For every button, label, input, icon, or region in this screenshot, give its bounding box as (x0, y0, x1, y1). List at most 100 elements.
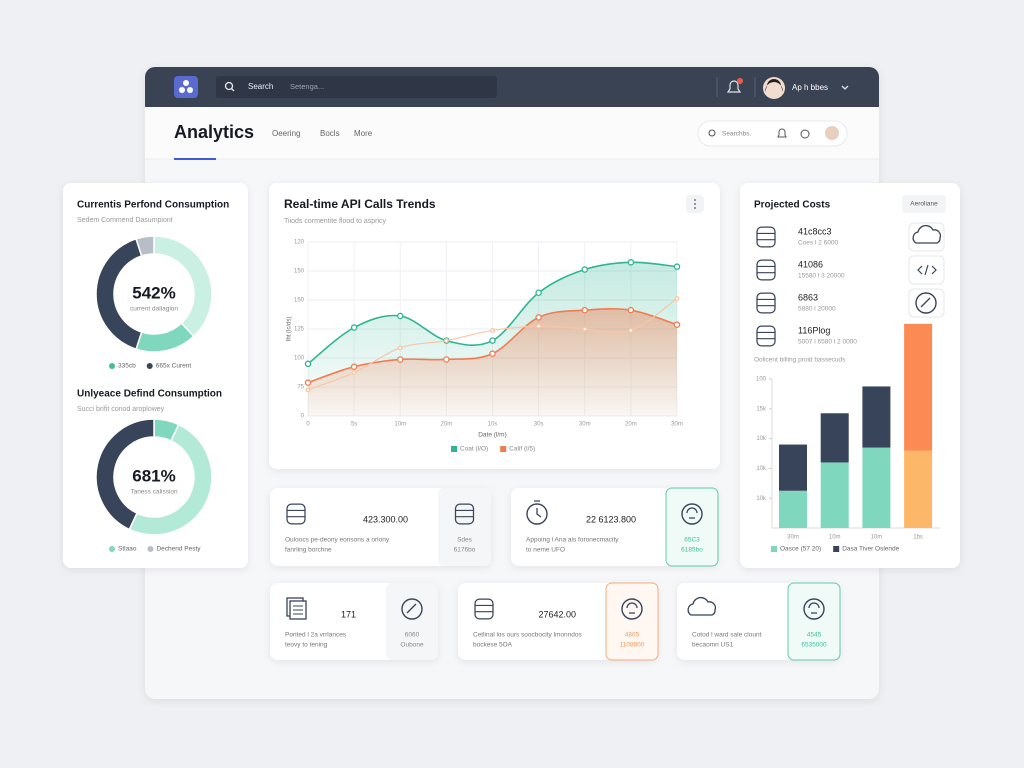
point (674, 296, 680, 301)
legend-label: Coat (l/O) (460, 446, 488, 453)
code-icon (917, 264, 937, 276)
y-tick-label: 10k (756, 436, 767, 442)
point (489, 337, 496, 344)
card-title: Projected Costs (754, 200, 831, 211)
point (536, 323, 542, 329)
document-icon (286, 597, 307, 620)
x-tick-label: 30m (671, 422, 683, 428)
legend-swatch (500, 446, 507, 452)
y-tick-label: 125 (294, 327, 305, 333)
icon-shape (686, 507, 698, 519)
cost-action[interactable] (908, 222, 945, 252)
bar-segment (862, 386, 891, 448)
header-avatar[interactable] (825, 126, 839, 140)
x-axis-title: Date (l/m) (478, 432, 507, 439)
stat-side-tint (666, 488, 718, 566)
cost-value: 41c8cc3 (798, 226, 832, 236)
legend-label: Dechend Pesty (156, 546, 201, 553)
x-tick-label: 20m (625, 422, 637, 428)
menu-dot (694, 199, 696, 201)
stat-side (438, 488, 491, 566)
legend-dot (109, 546, 115, 552)
logo-mark (187, 87, 193, 93)
cost-action[interactable] (908, 288, 945, 318)
stat-side-tint (788, 583, 840, 660)
icon-shape (756, 259, 776, 281)
user-menu-chevron[interactable] (841, 85, 849, 90)
search-placeholder: Searchbs. (722, 131, 751, 138)
menu-dot (694, 203, 696, 205)
y-tick-label: 150 (294, 269, 305, 275)
notification-icon[interactable] (726, 80, 742, 93)
y-tick-label: 10k (756, 496, 767, 502)
legend-label: Oasce (57 20) (780, 546, 821, 553)
icon-shape (286, 503, 306, 525)
stat-side-value: 6060 (405, 632, 420, 639)
card-subtitle: Sedem Commend Dasumpiont (77, 217, 173, 224)
search-box[interactable] (216, 76, 497, 98)
card-title: Real-time API Calls Trends (284, 197, 436, 211)
stat-side-value: 65C3 (684, 537, 700, 544)
y-tick-label: 100 (294, 356, 305, 362)
point (443, 356, 450, 363)
user-name: Ap h bbes (792, 83, 828, 92)
point (582, 326, 588, 332)
app-logo[interactable] (174, 76, 198, 98)
cost-note: Oolicent billing proid bassecuds (754, 357, 846, 364)
bell-icon[interactable] (777, 128, 787, 138)
database-icon (474, 598, 494, 620)
help-icon[interactable] (800, 129, 810, 139)
nav-tab[interactable]: Bocls (320, 129, 340, 138)
icon-shape (756, 226, 776, 248)
stat-side-value: 6535000 (801, 642, 827, 649)
bar-segment (779, 490, 807, 528)
point (535, 289, 542, 296)
nav-tab[interactable]: Oeering (272, 129, 300, 138)
bar-segment (820, 462, 849, 528)
stat-value: 22 6123.800 (586, 514, 636, 524)
header-search[interactable] (697, 120, 848, 147)
x-tick-label: 5s (351, 422, 357, 428)
stat-side-value: 4805 (625, 632, 640, 639)
point (581, 306, 589, 314)
donut-center-value: 542% (132, 283, 175, 302)
filter-button[interactable] (902, 195, 946, 213)
point (305, 387, 311, 393)
card-subtitle: Succi brifit conod aroplowey (77, 406, 165, 413)
card-title: Unlyeace Defind Consumption (77, 389, 222, 400)
point (627, 306, 635, 314)
database-icon (756, 226, 776, 248)
logo-mark (179, 87, 185, 93)
stat-description: Ouloocs pe-deony eonsons a orlony (285, 537, 390, 544)
gauge-icon (915, 292, 937, 314)
stat-side (665, 487, 719, 567)
icon-shape (406, 603, 417, 614)
cost-detail: 5007 l 6580 l 2 0000 (798, 339, 857, 346)
donut-center-value: 681% (132, 466, 175, 485)
x-tick-label: 30m (579, 422, 591, 428)
y-tick-label: 120 (294, 240, 305, 246)
avatar-hair (765, 79, 783, 92)
support-icon (803, 598, 825, 620)
stat-description: to neme UFO (526, 547, 565, 554)
stat-side-value: 4545 (807, 632, 822, 639)
card-title: Currentis Perfond Consumption (77, 200, 229, 211)
nav-tab[interactable]: More (354, 129, 373, 138)
cost-value: 116Plog (798, 325, 830, 335)
donut-center-label: current dallagion (130, 306, 178, 313)
search-icon (224, 81, 234, 91)
y-tick-label: 15k (756, 406, 767, 412)
search-label: Search (248, 82, 273, 91)
stat-side-value: 6176bo (454, 547, 476, 554)
point (397, 345, 403, 351)
icon-shape (803, 598, 825, 620)
icon-shape (534, 500, 542, 518)
y-axis-title: Iht (lc/ds) (287, 317, 293, 342)
database-icon (756, 325, 776, 347)
icon-shape (621, 598, 643, 620)
legend-swatch (451, 446, 457, 452)
legend-label: Calif (l/5) (509, 446, 535, 453)
gauge-icon (401, 598, 423, 620)
stat-side (386, 583, 438, 660)
